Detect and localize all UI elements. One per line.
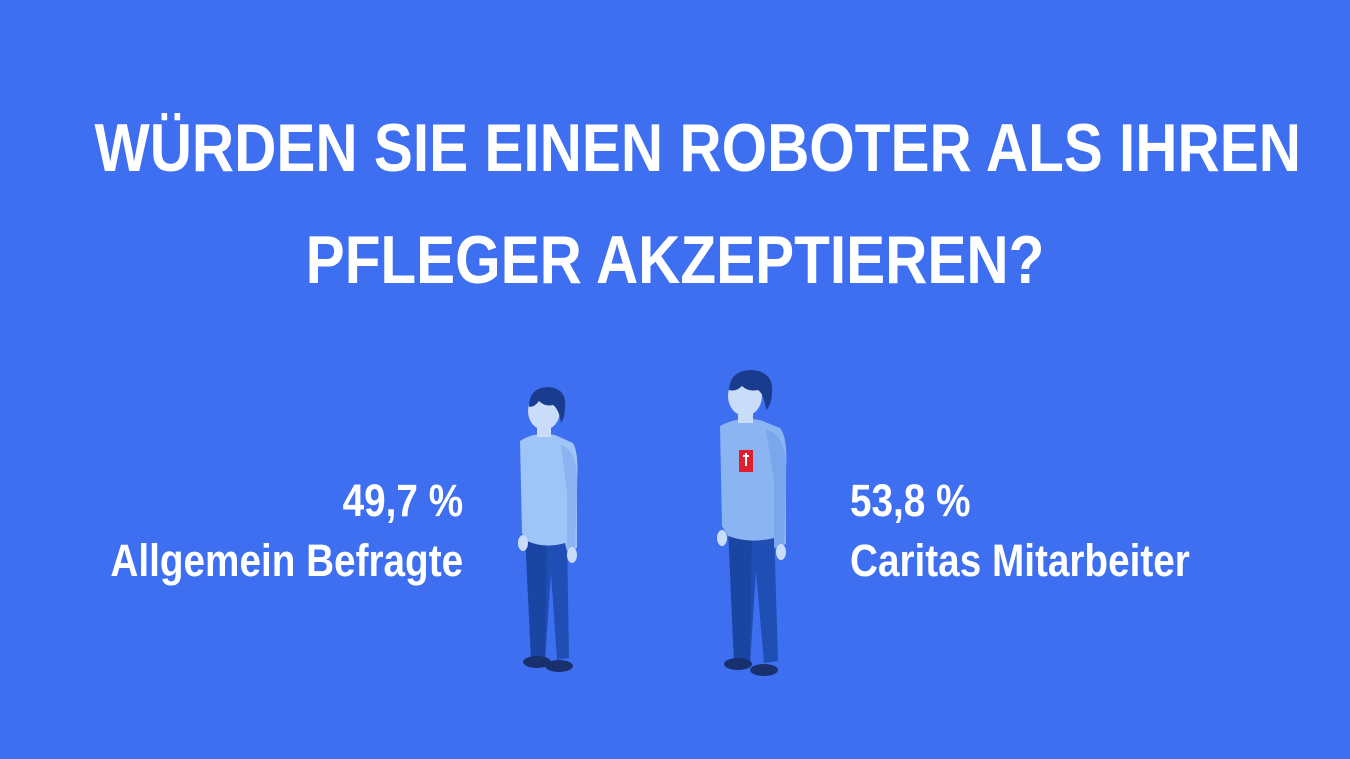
title-line-2: PFLEGER AKZEPTIEREN? [305,222,1045,298]
stat-caritas-employees: 53,8 % Caritas Mitarbeiter [850,472,1190,592]
stat-label: Caritas Mitarbeiter [850,535,1190,586]
title-line-1: WÜRDEN SIE EINEN ROBOTER ALS IHREN [94,110,1301,186]
person-figure-left [518,387,578,672]
stat-label: Allgemein Befragte [110,535,463,586]
stat-percent: 49,7 % [342,475,463,526]
stat-percent: 53,8 % [850,475,971,526]
page-title: WÜRDEN SIE EINEN ROBOTER ALS IHREN PFLEG… [94,92,1301,316]
stat-general-respondents: 49,7 % Allgemein Befragte [110,472,463,592]
person-figure-right [717,370,787,676]
